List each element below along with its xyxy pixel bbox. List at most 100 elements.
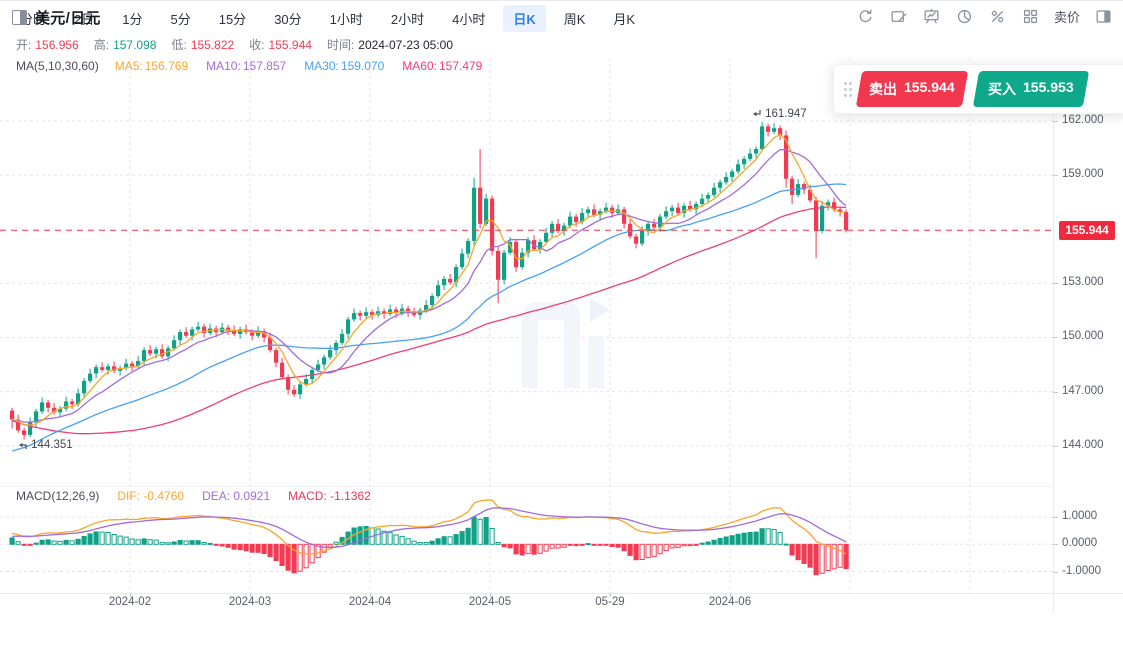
timeframe-tab[interactable]: 日K: [503, 5, 546, 32]
candle[interactable]: [244, 324, 249, 335]
candle[interactable]: [292, 384, 297, 397]
candle[interactable]: [268, 332, 273, 353]
drag-handle-icon[interactable]: [844, 81, 853, 97]
candle[interactable]: [442, 276, 447, 290]
candle[interactable]: [586, 206, 591, 218]
candle[interactable]: [280, 357, 285, 380]
timeframe-tab[interactable]: 周K: [563, 12, 586, 27]
candle[interactable]: [826, 199, 831, 211]
sell-button[interactable]: 卖出 155.944: [855, 71, 969, 107]
timeframe-tab[interactable]: 4小时: [452, 12, 486, 27]
candle[interactable]: [328, 345, 333, 360]
candle[interactable]: [184, 327, 189, 338]
candle[interactable]: [172, 335, 177, 351]
layout-grid-icon[interactable]: [1021, 6, 1041, 26]
candle[interactable]: [346, 316, 351, 339]
candle[interactable]: [730, 168, 735, 182]
candle[interactable]: [760, 121, 765, 152]
candle[interactable]: [754, 146, 759, 159]
candle[interactable]: [538, 239, 543, 254]
candle[interactable]: [46, 399, 51, 413]
candle[interactable]: [100, 362, 105, 373]
candle[interactable]: [130, 360, 135, 371]
candle[interactable]: [238, 326, 243, 339]
candle[interactable]: [532, 235, 537, 252]
candle[interactable]: [736, 159, 741, 174]
candle[interactable]: [298, 381, 303, 399]
candle[interactable]: [118, 365, 123, 376]
candle[interactable]: [544, 228, 549, 245]
candle[interactable]: [10, 407, 15, 429]
candle[interactable]: [670, 204, 675, 216]
timeframe-tab[interactable]: 2小时: [390, 12, 425, 27]
candle[interactable]: [364, 307, 369, 319]
candle[interactable]: [196, 321, 201, 332]
candle[interactable]: [112, 361, 117, 374]
candle[interactable]: [622, 206, 627, 229]
timeframe-tab[interactable]: 1小时: [329, 12, 363, 27]
candle[interactable]: [646, 221, 651, 236]
candle[interactable]: [454, 264, 459, 288]
candle[interactable]: [652, 219, 657, 230]
candle[interactable]: [460, 248, 465, 270]
candle[interactable]: [340, 329, 345, 346]
candle[interactable]: [748, 148, 753, 162]
candle[interactable]: [562, 222, 567, 236]
candle[interactable]: [16, 414, 21, 433]
candle[interactable]: [718, 179, 723, 193]
candle[interactable]: [28, 417, 33, 438]
candle[interactable]: [490, 195, 495, 256]
draw-rect-icon[interactable]: [889, 6, 909, 26]
candle[interactable]: [820, 200, 825, 234]
candle[interactable]: [808, 184, 813, 203]
timeframe-tab[interactable]: 2日: [74, 12, 95, 27]
candle[interactable]: [262, 328, 267, 343]
candle[interactable]: [388, 304, 393, 317]
candle[interactable]: [124, 358, 129, 371]
candle[interactable]: [814, 196, 819, 259]
timeframe-tab[interactable]: 5分: [170, 12, 191, 27]
candle[interactable]: [52, 403, 57, 415]
candle[interactable]: [526, 237, 531, 258]
candle[interactable]: [478, 149, 483, 229]
candle[interactable]: [472, 177, 477, 246]
candle[interactable]: [574, 213, 579, 227]
pie-chart-icon[interactable]: [955, 6, 975, 26]
candle[interactable]: [322, 354, 327, 370]
candle[interactable]: [208, 323, 213, 336]
candle[interactable]: [772, 123, 777, 135]
candle[interactable]: [742, 156, 747, 169]
candle[interactable]: [634, 233, 639, 249]
candle[interactable]: [40, 397, 45, 414]
candle[interactable]: [106, 363, 111, 375]
candle[interactable]: [466, 238, 471, 259]
candle[interactable]: [190, 326, 195, 341]
candle[interactable]: [700, 193, 705, 207]
candle[interactable]: [22, 427, 27, 440]
candle[interactable]: [94, 364, 99, 379]
timeframe-tab[interactable]: 月K: [613, 12, 636, 27]
candle[interactable]: [568, 211, 573, 228]
candle[interactable]: [376, 306, 381, 318]
split-panel-icon[interactable]: [1093, 6, 1113, 26]
candle[interactable]: [556, 219, 561, 234]
candle[interactable]: [274, 347, 279, 368]
candle[interactable]: [664, 206, 669, 219]
candle[interactable]: [766, 123, 771, 137]
candle[interactable]: [436, 280, 441, 299]
candle[interactable]: [844, 209, 849, 233]
candle[interactable]: [724, 172, 729, 185]
sell-price-mode-label[interactable]: 卖价: [1053, 9, 1080, 25]
refresh-icon[interactable]: [856, 6, 876, 26]
candle[interactable]: [58, 406, 63, 417]
candle[interactable]: [160, 344, 165, 359]
candle[interactable]: [82, 378, 87, 399]
candle[interactable]: [64, 396, 69, 412]
candle[interactable]: [448, 274, 453, 285]
timeframe-tab[interactable]: 15分: [218, 12, 247, 27]
candle[interactable]: [178, 329, 183, 345]
candle[interactable]: [778, 125, 783, 141]
candle[interactable]: [502, 250, 507, 285]
buy-button[interactable]: 买入 155.953: [972, 71, 1090, 107]
